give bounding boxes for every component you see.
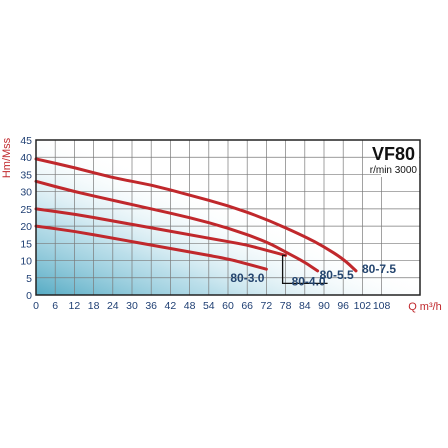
y-tick-label: 30	[20, 187, 32, 199]
series-label: 80-5.5	[320, 268, 354, 282]
x-tick-label: 60	[222, 300, 234, 312]
x-tick-label: 78	[280, 300, 292, 312]
series-label: 80-3.0	[230, 271, 264, 285]
x-tick-label: 54	[203, 300, 215, 312]
y-tick-label: 0	[26, 290, 32, 302]
curves	[34, 157, 358, 273]
x-tick-label: 30	[126, 300, 138, 312]
y-tick-label: 15	[20, 238, 32, 250]
x-tick-label: 0	[33, 300, 39, 312]
y-tick-label: 25	[20, 204, 32, 216]
curve-80-3.0	[34, 224, 268, 271]
x-tick-label: 6	[52, 300, 58, 312]
curve-80-7.5	[34, 157, 358, 273]
tick-labels: 0 6 12 18 24 30 36 42 48 54 60 66 72 78 84 90 96 102 108 0 5…	[20, 135, 390, 312]
y-tick-label: 5	[26, 273, 32, 285]
x-tick-label: 102	[354, 300, 372, 312]
plot-frame	[35, 139, 421, 296]
x-tick-label: 36	[145, 300, 157, 312]
y-axis-title: Hm/Mss	[1, 137, 13, 178]
y-tick-label: 35	[20, 169, 32, 181]
x-axis-title: Q m³/h	[408, 301, 442, 313]
x-tick-label: 18	[88, 300, 100, 312]
y-tick-label: 20	[20, 221, 32, 233]
chart-subtitle: r/min 3000	[370, 165, 418, 176]
x-tick-label: 108	[373, 300, 391, 312]
leader-line	[281, 254, 328, 285]
x-tick-label: 42	[165, 300, 177, 312]
series-labels: 80-3.0 80-4.080-5.5 80-7.5	[230, 254, 396, 288]
y-tick-label: 40	[20, 152, 32, 164]
y-tick-label: 45	[20, 135, 32, 147]
y-tick-label: 10	[20, 256, 32, 268]
x-tick-label: 12	[69, 300, 81, 312]
chart-title: VF80	[372, 144, 415, 164]
x-tick-label: 66	[241, 300, 253, 312]
x-tick-label: 24	[107, 300, 119, 312]
x-tick-label: 96	[337, 300, 349, 312]
x-tick-label: 84	[299, 300, 311, 312]
series-label: 80-7.5	[362, 262, 396, 276]
x-tick-label: 48	[184, 300, 196, 312]
x-tick-label: 72	[261, 300, 273, 312]
series-label: 80-4.0	[292, 274, 326, 288]
x-tick-label: 90	[318, 300, 330, 312]
curve-80-5.5	[34, 179, 320, 273]
model-box	[381, 141, 419, 177]
